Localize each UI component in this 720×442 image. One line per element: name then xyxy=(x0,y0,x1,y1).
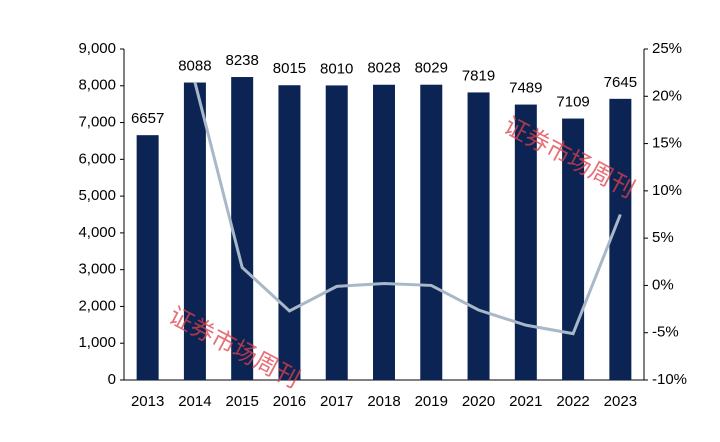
y-tick-label: 7,000 xyxy=(78,114,116,131)
x-tick-label: 2022 xyxy=(556,393,589,410)
y-tick-label: 8,000 xyxy=(78,77,116,94)
y2-tick-label: -10% xyxy=(652,371,687,388)
x-tick-label: 2013 xyxy=(131,393,164,410)
x-tick-label: 2020 xyxy=(462,393,495,410)
bar xyxy=(373,84,395,381)
x-tick-label: 2015 xyxy=(225,393,258,410)
bar xyxy=(609,98,632,380)
data-label: 8088 xyxy=(178,58,211,75)
y2-tick-label: 0% xyxy=(652,276,674,293)
bar xyxy=(183,82,206,381)
data-label: 8238 xyxy=(225,52,258,69)
y2-tick-label: 25% xyxy=(652,40,682,57)
y-tick-label: 5,000 xyxy=(78,187,116,204)
data-label: 7819 xyxy=(462,67,495,84)
y-tick-label: 1,000 xyxy=(78,334,116,351)
data-label: 8029 xyxy=(415,60,448,77)
data-label: 7109 xyxy=(556,94,589,111)
y2-tick-label: 20% xyxy=(652,87,682,104)
y-tick-label: 4,000 xyxy=(78,224,116,241)
data-label: 7489 xyxy=(509,80,542,97)
x-tick-label: 2023 xyxy=(604,393,637,410)
bar xyxy=(514,104,537,380)
bar xyxy=(325,85,348,380)
y2-tick-label: -5% xyxy=(652,324,679,341)
data-label: 6657 xyxy=(131,110,164,127)
x-tick-label: 2018 xyxy=(367,393,400,410)
y-tick-label: 0 xyxy=(108,371,116,388)
data-label: 7645 xyxy=(604,74,637,91)
x-tick-label: 2019 xyxy=(415,393,448,410)
x-tick-label: 2021 xyxy=(509,393,542,410)
x-tick-label: 2017 xyxy=(320,393,353,410)
line xyxy=(193,81,622,336)
y-tick-label: 6,000 xyxy=(78,150,116,167)
data-label: 8015 xyxy=(273,60,306,77)
y-tick-label: 9,000 xyxy=(78,40,116,57)
bar xyxy=(136,135,159,380)
y2-tick-label: 10% xyxy=(652,182,682,199)
bar xyxy=(467,92,490,380)
y2-tick-label: 15% xyxy=(652,135,682,152)
x-tick-label: 2014 xyxy=(178,393,211,410)
bar xyxy=(420,84,443,381)
y-tick-label: 3,000 xyxy=(78,261,116,278)
y-tick-label: 2,000 xyxy=(78,297,116,314)
data-label: 8010 xyxy=(320,60,353,77)
bar xyxy=(562,118,585,380)
bar xyxy=(231,77,254,381)
y2-tick-label: 5% xyxy=(652,229,674,246)
x-tick-label: 2016 xyxy=(273,393,306,410)
data-label: 8028 xyxy=(367,60,400,77)
bar xyxy=(278,85,301,381)
